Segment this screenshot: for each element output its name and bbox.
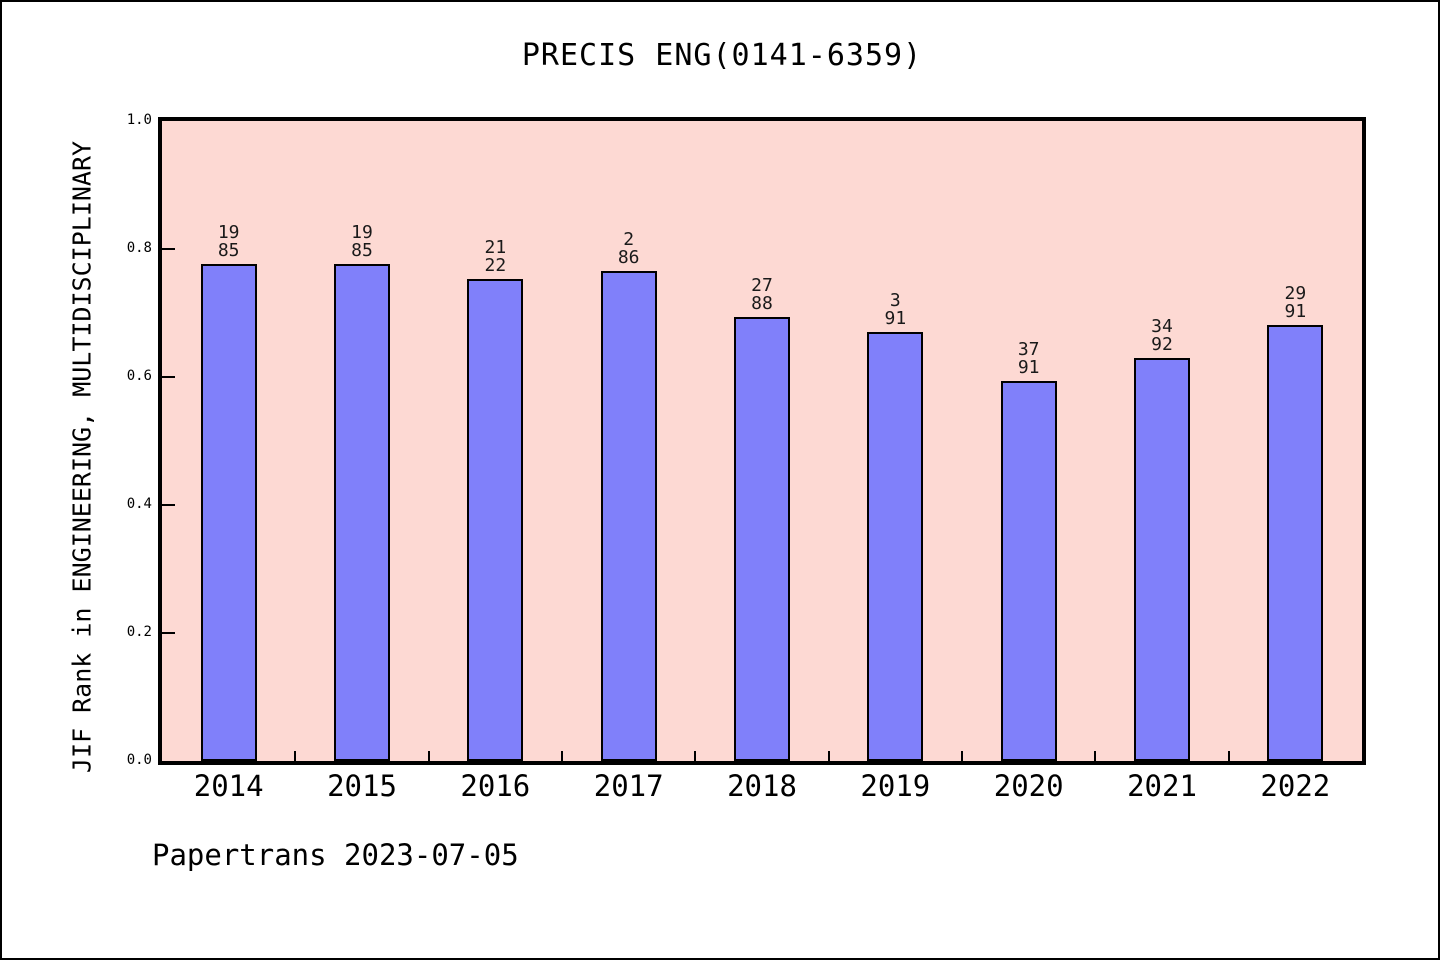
bar-value-label: 19 85 [351, 224, 373, 260]
plot-inner: 19 85 19 85 21 22 2 86 27 88 3 91 37 91 34 92 29 91 [162, 121, 1362, 761]
y-tick-label: 0.4 [126, 496, 152, 512]
bar-label-rank: 3 [889, 290, 901, 311]
x-tick-mark [561, 751, 563, 761]
y-axis-title: JIF Rank in ENGINEERING, MULTIDISCIPLINA… [67, 140, 97, 774]
bar [600, 271, 657, 761]
bar-label-rank: 27 [751, 275, 773, 296]
bar-value-label: 19 85 [218, 224, 240, 260]
bar-value-label: 29 91 [1284, 285, 1306, 321]
x-tick-label: 2021 [1127, 769, 1197, 803]
x-tick-label: 2020 [993, 769, 1064, 803]
bar-label-rank: 2 [623, 229, 635, 250]
x-tick-label: 2015 [327, 769, 397, 803]
bar-label-total: 88 [751, 293, 773, 314]
y-tick-label: 0.2 [126, 624, 152, 640]
bar-label-rank: 19 [351, 222, 373, 243]
x-tick-mark [827, 751, 830, 761]
bar [734, 317, 790, 761]
y-tick-label: 0.0 [126, 752, 152, 768]
bar-label-total: 91 [884, 308, 907, 329]
bar [1000, 381, 1057, 761]
x-tick-label: 2018 [727, 769, 797, 803]
x-tick-label: 2014 [193, 769, 264, 803]
bar [467, 279, 524, 761]
x-tick-mark [1094, 751, 1097, 761]
bar-value-label: 21 22 [484, 239, 506, 275]
x-tick-mark [427, 751, 430, 761]
y-tick-label: 0.8 [126, 240, 152, 256]
bar-label-rank: 21 [484, 237, 507, 258]
bar-label-total: 22 [484, 255, 507, 276]
bar-label-rank: 37 [1017, 339, 1040, 360]
x-tick-label: 2016 [460, 769, 531, 803]
bar-value-label: 34 92 [1151, 318, 1173, 354]
x-tick-mark [294, 751, 297, 761]
bar-label-total: 85 [351, 240, 373, 261]
footer-watermark: Papertrans 2023-07-05 [152, 838, 519, 872]
bar [200, 264, 257, 761]
bar-label-total: 91 [1284, 301, 1307, 322]
y-tick-mark [162, 504, 175, 506]
x-tick-label: 2019 [860, 769, 931, 803]
bar [1134, 358, 1190, 761]
x-tick-label: 2017 [593, 769, 664, 803]
bar-label-rank: 34 [1151, 316, 1173, 337]
y-tick-label: 0.6 [126, 368, 152, 384]
bar-value-label: 2 86 [618, 231, 640, 267]
plot-area: 19 85 19 85 21 22 2 86 27 88 3 91 37 91 34 92 29 91 [158, 117, 1366, 765]
x-tick-mark [1227, 751, 1230, 761]
bar-label-rank: 19 [217, 222, 240, 243]
bar [867, 332, 924, 761]
bar-label-total: 86 [617, 247, 640, 268]
bar [1267, 325, 1324, 761]
bar-label-total: 85 [217, 240, 240, 261]
y-tick-mark [162, 248, 175, 250]
chart-title: PRECIS ENG(0141-6359) [521, 38, 923, 73]
bar-label-total: 92 [1151, 334, 1173, 355]
bar [334, 264, 390, 761]
y-tick-mark [162, 632, 175, 634]
y-tick-mark [162, 376, 175, 378]
bar-label-rank: 29 [1284, 283, 1307, 304]
x-tick-label: 2022 [1260, 769, 1331, 803]
y-tick-label: 1.0 [126, 112, 152, 128]
x-tick-mark [961, 751, 963, 761]
bar-label-total: 91 [1017, 357, 1040, 378]
x-tick-mark [694, 751, 697, 761]
bar-value-label: 37 91 [1018, 341, 1040, 377]
bar-value-label: 27 88 [751, 277, 773, 313]
bar-value-label: 3 91 [884, 292, 906, 328]
